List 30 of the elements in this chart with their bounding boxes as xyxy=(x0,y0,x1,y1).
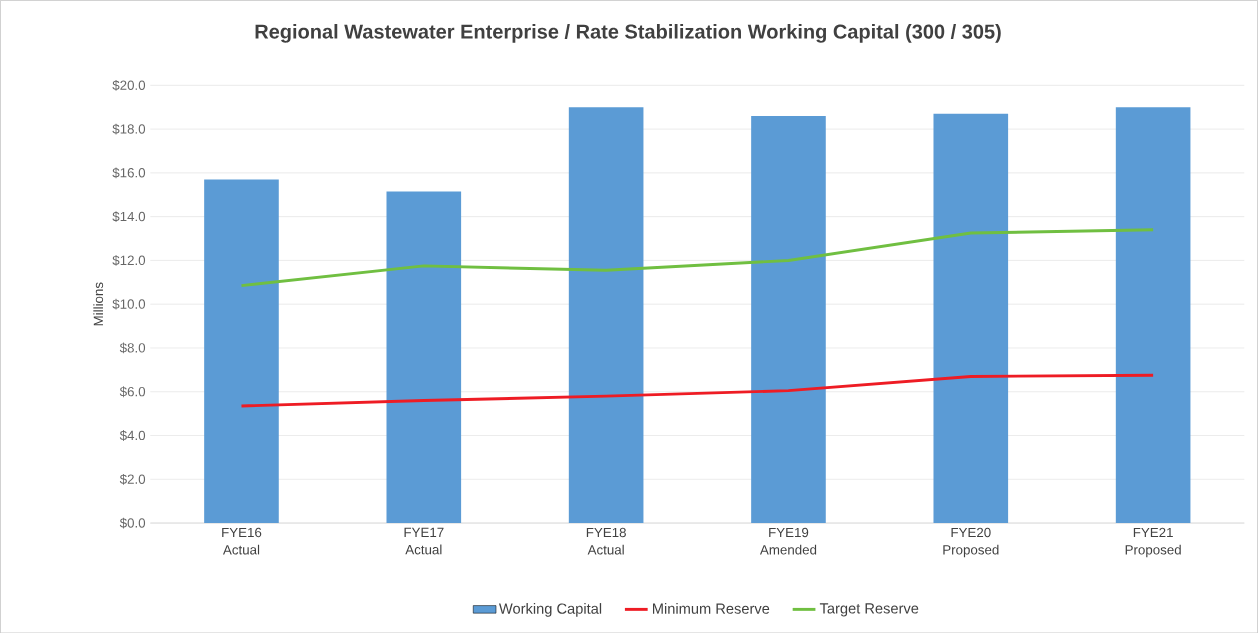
x-tick-label: FYE21 Proposed xyxy=(1125,527,1181,557)
y-tick-label: $20.0 xyxy=(112,79,146,91)
x-tick-label: FYE19 Amended xyxy=(759,527,817,555)
bar xyxy=(568,107,644,523)
x-tick-label: FYE16 Actual xyxy=(222,527,262,555)
bar xyxy=(933,113,1009,523)
bar xyxy=(1115,107,1191,523)
bar xyxy=(204,179,279,523)
y-axis-title: Millions xyxy=(93,282,104,326)
x-tick-label: FYE17 Actual xyxy=(404,527,444,555)
y-tick-label: $12.0 xyxy=(112,254,146,266)
line-series xyxy=(240,228,1155,287)
y-tick-label: $10.0 xyxy=(112,298,146,310)
line-series xyxy=(240,373,1155,408)
bar xyxy=(386,191,462,523)
y-tick-label: $0.0 xyxy=(119,517,146,529)
legend-label: Working Capital xyxy=(499,602,602,617)
chart-title: Regional Wastewater Enterprise / Rate Stabilization Working Capital (300 / 305) xyxy=(255,23,1001,43)
bar xyxy=(751,115,826,523)
y-tick-label: $8.0 xyxy=(119,342,146,354)
x-tick-label: FYE18 Actual xyxy=(586,527,626,555)
y-tick-label: $6.0 xyxy=(119,386,146,397)
y-tick-label: $4.0 xyxy=(119,429,146,441)
y-tick-label: $2.0 xyxy=(119,473,146,485)
y-tick-label: $18.0 xyxy=(112,123,146,135)
y-tick-label: $16.0 xyxy=(112,167,146,179)
legend-label: Target Reserve xyxy=(819,603,919,617)
y-tick-label: $14.0 xyxy=(112,211,146,222)
x-tick-label: FYE20 Proposed xyxy=(943,527,999,557)
legend-label: Minimum Reserve xyxy=(653,602,770,614)
